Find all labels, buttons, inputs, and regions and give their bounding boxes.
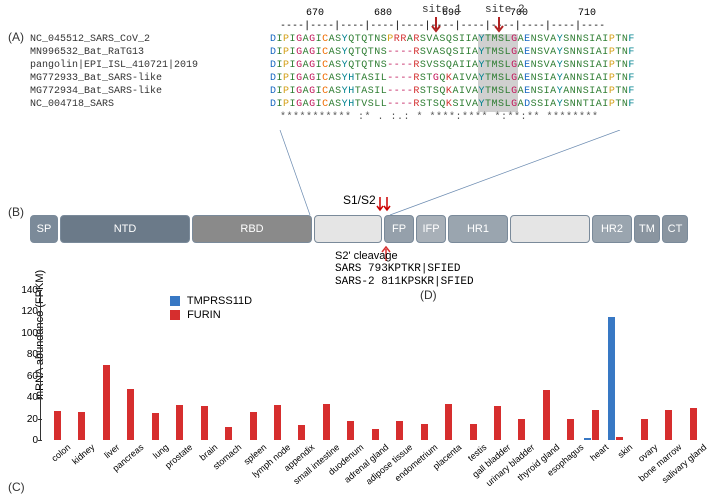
bar-furin — [298, 425, 305, 440]
bar-furin — [445, 404, 452, 440]
y-tick-label: 40 — [18, 392, 38, 403]
bar-furin — [54, 411, 61, 440]
seq-label: NC_004718_SARS — [30, 99, 270, 110]
domain-block-hr1: HR1 — [448, 215, 508, 243]
cleavage-line-1: SARS-2 811KPSKR|SFIED — [335, 276, 474, 288]
site1-arrow-icon — [430, 17, 442, 35]
bar-furin — [323, 404, 330, 440]
bar-furin — [78, 412, 85, 440]
bar-furin — [543, 390, 550, 440]
y-tick-mark — [38, 440, 42, 441]
y-tick-label: 20 — [18, 414, 38, 425]
seq-residues: DIPIGAGICASYQTQTNSPRRARSVASQSIIAYTMSLGAE… — [270, 34, 635, 45]
bar-chart: mRNA abundance (FPKM) 020406080100120140… — [40, 290, 709, 492]
seq-row: NC_004718_SARSDIPIGAGICASYHTVSLL----RSTS… — [30, 99, 635, 110]
domain-block-rbd: RBD — [192, 215, 312, 243]
domain-block-spacer — [510, 215, 590, 243]
ruler-number: 680 — [374, 8, 392, 19]
seq-label: NC_045512_SARS_CoV_2 — [30, 34, 270, 45]
bar-furin — [690, 408, 697, 440]
seq-row: pangolin|EPI_ISL_410721|2019DIPIGAGICASY… — [30, 60, 635, 71]
s1s2-label: S1/S2 — [343, 193, 376, 207]
bar-furin — [567, 419, 574, 440]
bar-furin — [201, 406, 208, 440]
y-tick-label: 100 — [18, 328, 38, 339]
domain-block-ifp: IFP — [416, 215, 446, 243]
cleavage-line-0: SARS 793KPTKR|SFIED — [335, 263, 460, 275]
y-tick-label: 0 — [18, 435, 38, 446]
seq-row: MG772933_Bat_SARS-likeDIPIGAGICASYHTASIL… — [30, 73, 635, 84]
bar-furin — [592, 410, 599, 440]
site1-label: site 1 — [422, 4, 462, 16]
site2-label: site 2 — [485, 4, 525, 16]
seq-row: MN996532_Bat_RaTG13DIPIGAGICASYQTQTNS---… — [30, 47, 635, 58]
y-tick-label: 120 — [18, 306, 38, 317]
y-tick-label: 80 — [18, 349, 38, 360]
domain-block-tm: TM — [634, 215, 660, 243]
seq-label: MG772934_Bat_SARS-like — [30, 86, 270, 97]
domain-block-sp: SP — [30, 215, 58, 243]
site2-arrow-icon — [493, 17, 505, 35]
bar-furin — [396, 421, 403, 440]
bar-tmprss11d — [608, 317, 615, 440]
bar-furin — [518, 419, 525, 440]
bar-furin — [470, 424, 477, 440]
bar-furin — [347, 421, 354, 440]
seq-residues: DIPIGAGICASYHTVSLL----RSTSQKSIVAYTMSLGAD… — [270, 99, 635, 110]
domain-block-fp: FP — [384, 215, 414, 243]
bar-furin — [152, 413, 159, 440]
seq-residues: DIPIGAGICASYQTQTNS----RSVSSQAIIAYTMSLGAE… — [270, 60, 635, 71]
bar-furin — [225, 427, 232, 440]
seq-residues: DIPIGAGICASYHTASIL----RSTSQKAIVAYTMSLGAE… — [270, 86, 635, 97]
bar-furin — [616, 437, 623, 440]
seq-residues: DIPIGAGICASYQTQTNS----RSVASQSIIAYTMSLGAE… — [270, 47, 635, 58]
panel-a-label: (A) — [8, 30, 24, 44]
bar-furin — [494, 406, 501, 440]
bars-container — [40, 290, 709, 440]
domain-block-hr2: HR2 — [592, 215, 632, 243]
bar-furin — [103, 365, 110, 440]
seq-residues: DIPIGAGICASYHTASIL----RSTGQKAIVAYTMSLGAE… — [270, 73, 635, 84]
bar-tmprss11d — [584, 438, 591, 440]
bar-furin — [372, 429, 379, 440]
s2-cleavage-title: S2' cleavage — [335, 250, 398, 262]
panel-b-label: (B) — [8, 205, 24, 219]
bar-furin — [421, 424, 428, 440]
seq-label: pangolin|EPI_ISL_410721|2019 — [30, 60, 270, 71]
bar-furin — [641, 419, 648, 440]
domain-block-ct: CT — [662, 215, 688, 243]
domain-block-ntd: NTD — [60, 215, 190, 243]
domain-block-spacer — [314, 215, 382, 243]
consensus-row: *********** :* . :.: * ****:**** *:**:**… — [280, 112, 599, 123]
seq-label: MG772933_Bat_SARS-like — [30, 73, 270, 84]
seq-row: NC_045512_SARS_CoV_2DIPIGAGICASYQTQTNSPR… — [30, 34, 635, 45]
domain-diagram: SPNTDRBD FPIFPHR1 HR2TMCT — [30, 215, 699, 245]
y-tick-label: 60 — [18, 371, 38, 382]
seq-label: MN996532_Bat_RaTG13 — [30, 47, 270, 58]
bar-furin — [274, 405, 281, 440]
y-tick-label: 140 — [18, 285, 38, 296]
ruler-number: 670 — [306, 8, 324, 19]
ruler-ticks: ----|----|----|----|----|----|----|----|… — [280, 20, 605, 31]
ruler-number: 710 — [578, 8, 596, 19]
seq-row: MG772934_Bat_SARS-likeDIPIGAGICASYHTASIL… — [30, 86, 635, 97]
bar-furin — [176, 405, 183, 440]
bar-furin — [127, 389, 134, 440]
bar-furin — [665, 410, 672, 440]
bar-furin — [250, 412, 257, 440]
